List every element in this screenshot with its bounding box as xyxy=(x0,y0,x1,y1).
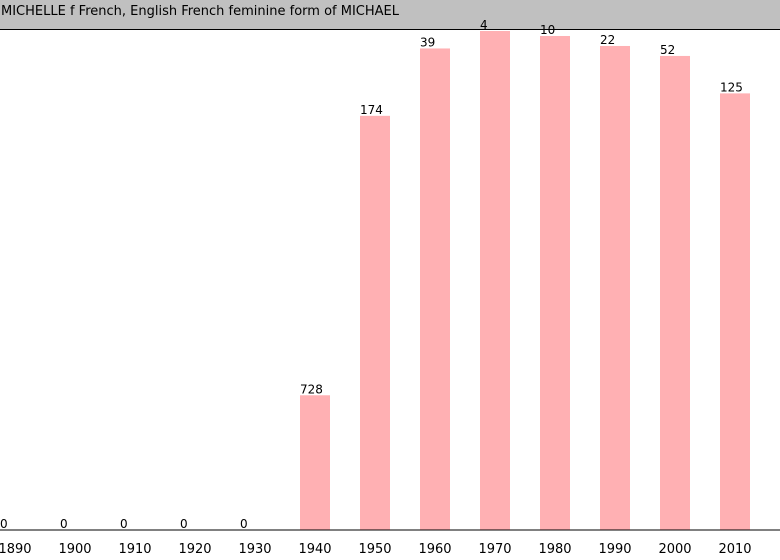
data-label-1930: 0 xyxy=(240,517,248,531)
data-label-1980: 10 xyxy=(540,23,555,37)
x-tick-label-1890: 1890 xyxy=(0,542,32,557)
x-tick-label-1910: 1910 xyxy=(118,542,151,557)
bar-1980 xyxy=(540,35,570,531)
data-label-1910: 0 xyxy=(120,517,128,531)
data-label-1890: 0 xyxy=(0,517,8,531)
x-tick-label-1900: 1900 xyxy=(58,542,91,557)
data-label-1900: 0 xyxy=(60,517,68,531)
x-tick-label-1940: 1940 xyxy=(298,542,331,557)
bar-1960 xyxy=(420,48,450,531)
x-tick-label-2010: 2010 xyxy=(718,542,751,557)
x-tick-label-1970: 1970 xyxy=(478,542,511,557)
data-label-1950: 174 xyxy=(360,103,383,117)
data-label-1960: 39 xyxy=(420,35,435,49)
x-tick-label-1930: 1930 xyxy=(238,542,271,557)
bar-1970 xyxy=(480,31,510,530)
x-tick-label-1960: 1960 xyxy=(418,542,451,557)
x-tick-label-1920: 1920 xyxy=(178,542,211,557)
bar-1940 xyxy=(300,395,330,530)
data-label-2000: 52 xyxy=(660,43,675,57)
data-label-1920: 0 xyxy=(180,517,188,531)
chart-title-bar: MICHELLE f French, English French femini… xyxy=(0,0,780,30)
bar-1990 xyxy=(600,45,630,530)
bar-1950 xyxy=(360,115,390,530)
data-label-2010: 125 xyxy=(720,80,743,94)
bar-2010 xyxy=(720,93,750,530)
x-tick-label-1980: 1980 xyxy=(538,542,571,557)
chart-title: MICHELLE f French, English French femini… xyxy=(1,4,399,19)
bar-2000 xyxy=(660,55,690,530)
x-tick-label-2000: 2000 xyxy=(658,542,691,557)
data-label-1990: 22 xyxy=(600,33,615,47)
x-tick-label-1990: 1990 xyxy=(598,542,631,557)
data-label-1970: 4 xyxy=(480,18,488,32)
data-label-1940: 728 xyxy=(300,382,323,396)
x-tick-label-1950: 1950 xyxy=(358,542,391,557)
